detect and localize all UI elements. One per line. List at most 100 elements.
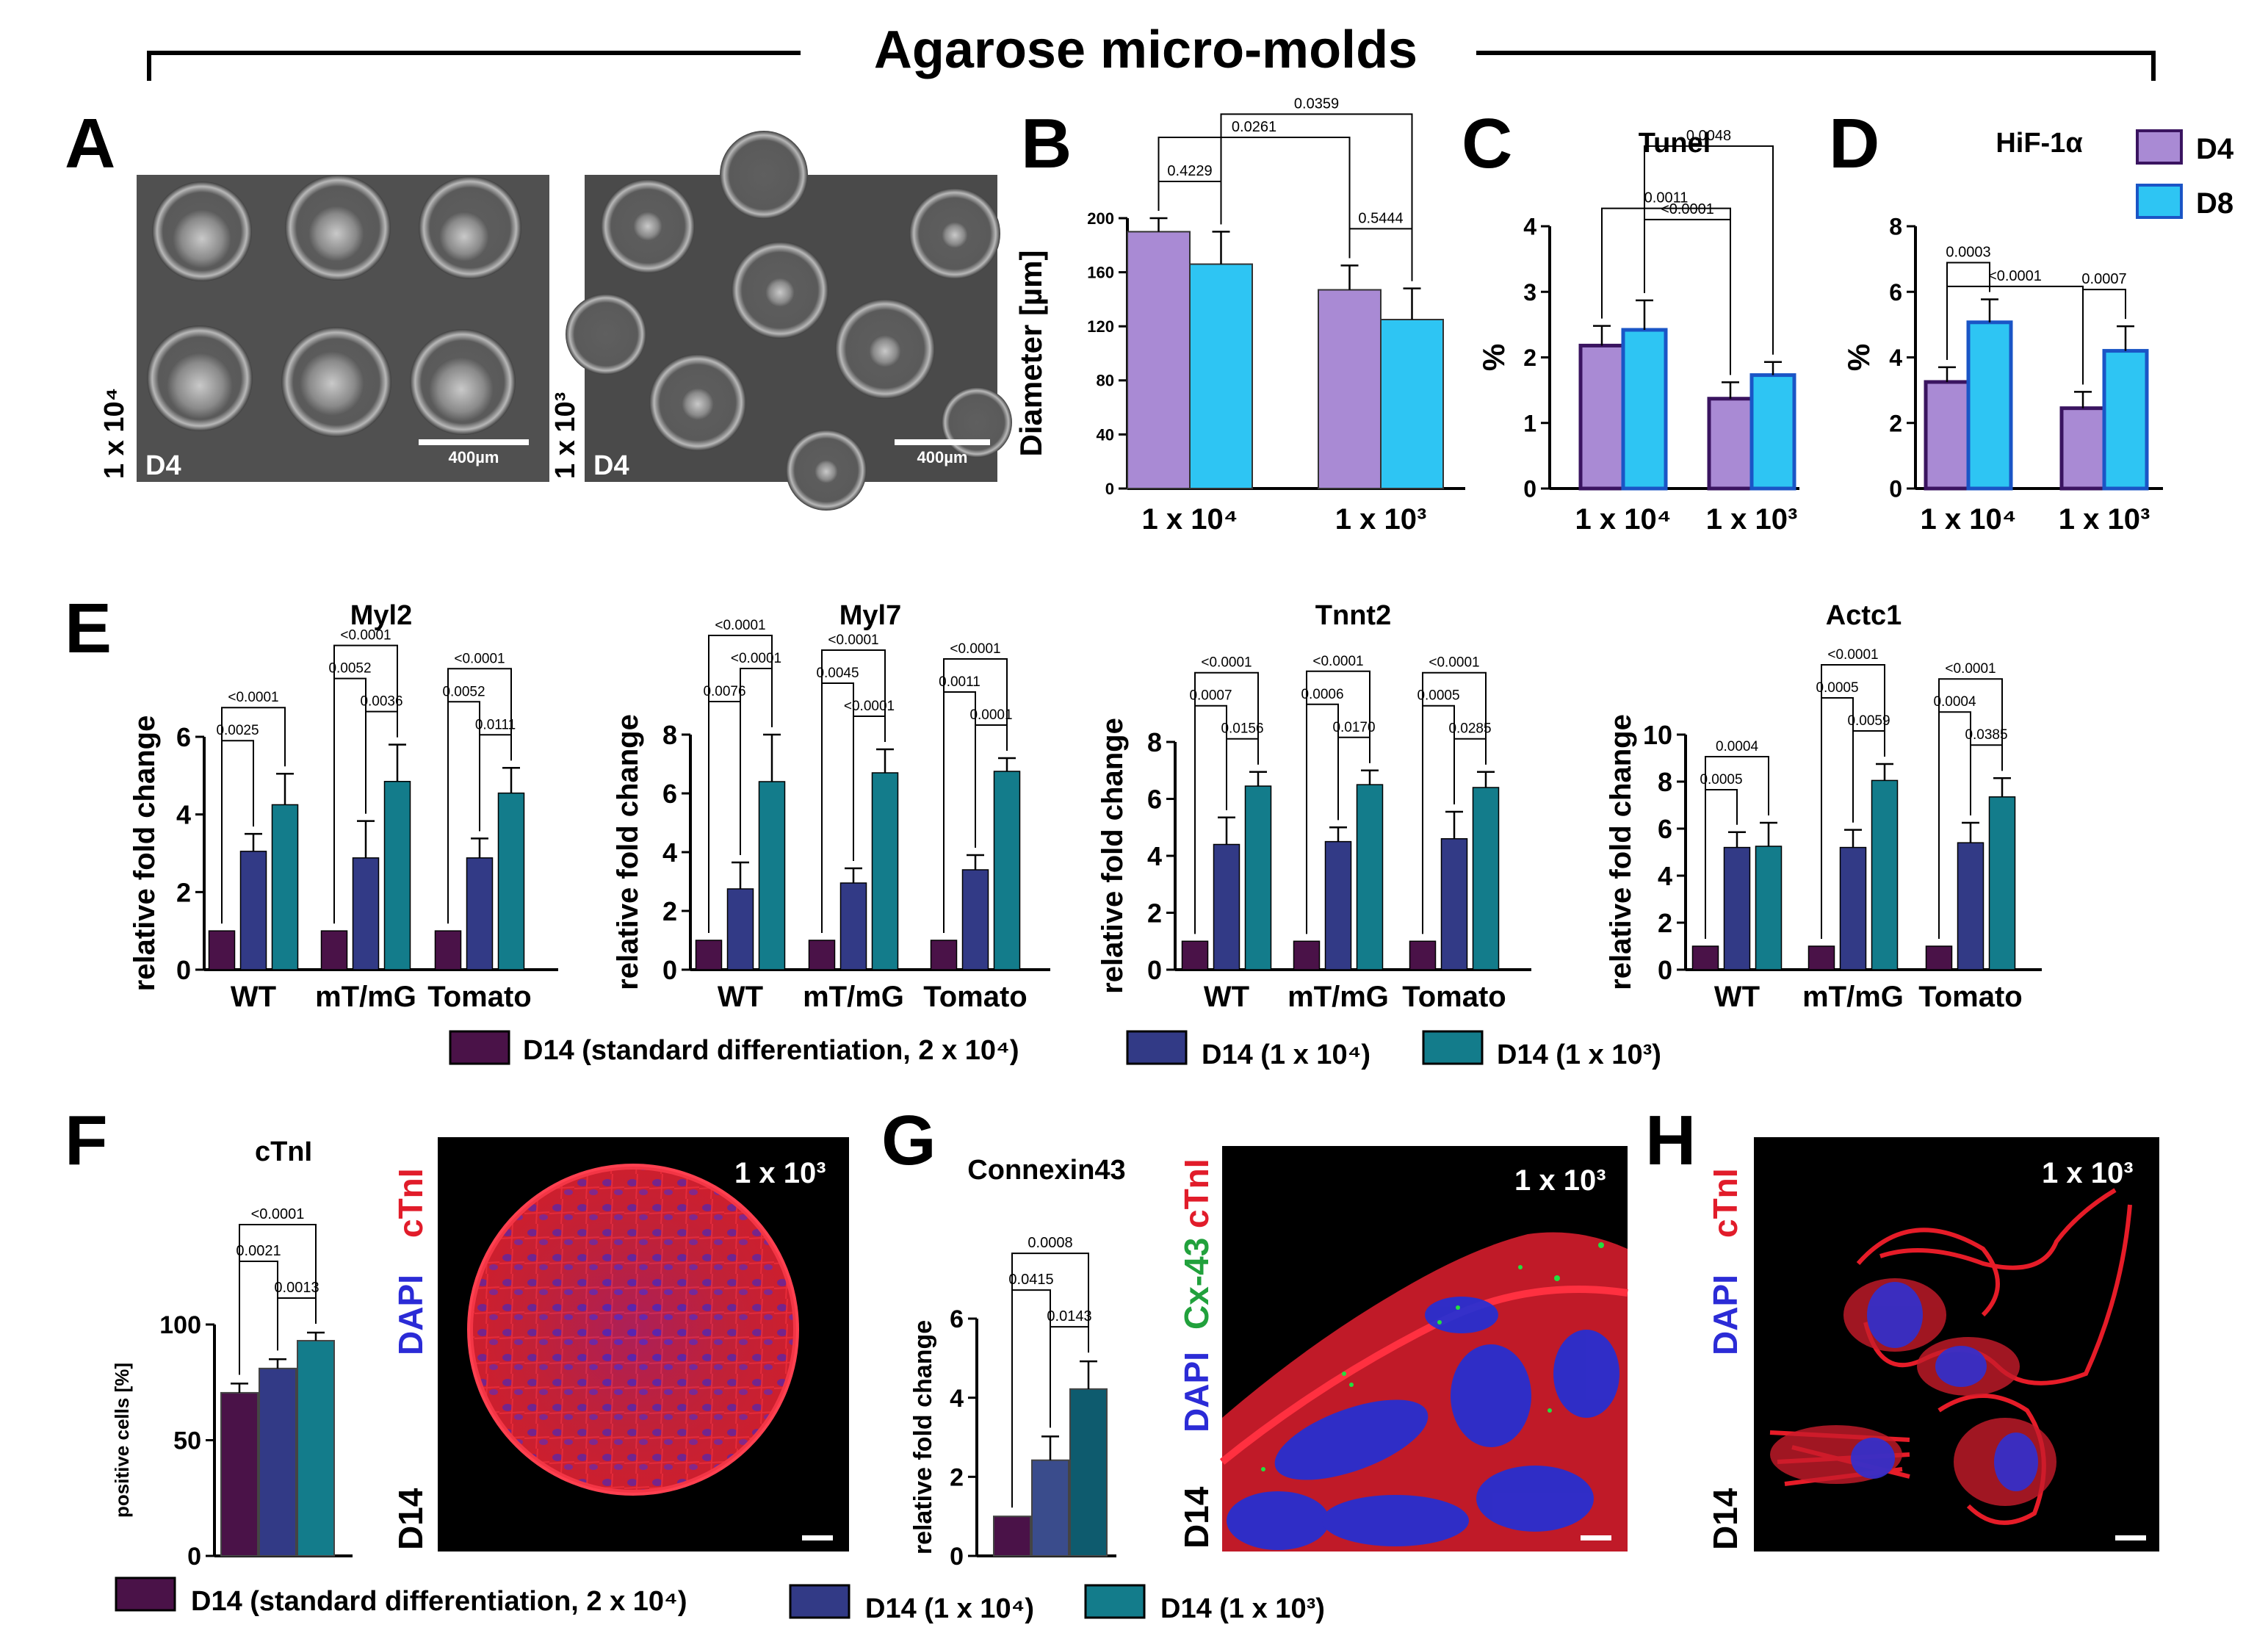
- panel-h-day-label: D14: [1706, 1488, 1744, 1550]
- C-ytick-label: 0: [1523, 476, 1536, 502]
- Myl7-bar-1-0: [808, 940, 836, 970]
- C-title: Tunel: [1639, 128, 1711, 159]
- Actc1-category-label: Tomato: [1918, 981, 2022, 1013]
- Tnnt2-sig-label: <0.0001: [1429, 655, 1479, 671]
- B-category-label: 1 x 10⁴: [1142, 503, 1238, 536]
- B-bar-1-1: [1380, 319, 1444, 489]
- Actc1-category-label: WT: [1714, 981, 1760, 1013]
- Myl2-sig-label: 0.0025: [216, 723, 259, 738]
- Tnnt2-category-label: Tomato: [1402, 981, 1506, 1013]
- C-sig-bracket: [1644, 145, 1774, 355]
- D-ytick-label: 0: [1889, 476, 1902, 502]
- legend-label-d8: D8: [2196, 187, 2233, 220]
- Myl2-sig-bracket: [221, 707, 286, 924]
- legend-swatch-d4: [2136, 129, 2183, 165]
- C-category-label: 1 x 10³: [1706, 503, 1798, 536]
- panel-a-density-label-1e4: 1 x 10⁴: [99, 388, 130, 479]
- Myl2-sig-label: 0.0036: [360, 694, 402, 710]
- Tnnt2-ytick-label: 6: [1147, 784, 1162, 814]
- Myl7-category-label: WT: [718, 981, 763, 1013]
- Actc1-ytick-label: 0: [1658, 955, 1672, 985]
- panel-letter-c: C: [1462, 104, 1512, 183]
- legend-bcd: D4 D8: [2136, 129, 2234, 220]
- C-ytick-label: 3: [1523, 279, 1536, 306]
- Myl7-ylabel: relative fold change: [612, 714, 644, 990]
- Myl7-ytick-label: 8: [662, 720, 677, 750]
- Actc1-ytick-label: 8: [1658, 767, 1672, 797]
- panel-letter-h: H: [1645, 1101, 1696, 1180]
- Tnnt2-sig-label: 0.0285: [1448, 721, 1491, 737]
- G-ylabel: relative fold change: [909, 1320, 937, 1554]
- Actc1-sig-label: <0.0001: [1827, 647, 1878, 663]
- F-bar-0: [220, 1391, 259, 1557]
- legend-fg-swatch-1e3: [1084, 1584, 1146, 1619]
- legend-swatch-1e3: [1422, 1030, 1484, 1065]
- B-bar-0-0: [1127, 231, 1191, 489]
- Tnnt2-sig-label: 0.0007: [1189, 688, 1232, 704]
- panel-g-ctni-label: cTnI: [1177, 1158, 1216, 1228]
- panel-g-cx43-label: Cx-43: [1177, 1238, 1216, 1330]
- Myl2-bar-0-1: [239, 851, 267, 970]
- C-bar-1-0: [1707, 397, 1754, 491]
- Tnnt2-ytick-label: 0: [1147, 955, 1162, 985]
- B-sig-label: 0.0359: [1294, 95, 1339, 112]
- Actc1-sig-label: 0.0385: [1965, 727, 2007, 743]
- Actc1-sig-label: <0.0001: [1945, 661, 1996, 677]
- Actc1-sig-bracket: [1938, 678, 2003, 939]
- B-sig-bracket: [1220, 113, 1413, 281]
- Actc1-bar-2-1: [1957, 842, 1984, 970]
- Myl7-sig-label: <0.0001: [731, 651, 781, 666]
- panel-a-day-label-1e4: D4: [145, 450, 181, 481]
- Tnnt2-category-label: mT/mG: [1288, 981, 1389, 1013]
- Actc1-bar-0-2: [1755, 846, 1783, 970]
- Myl2-sig-label: <0.0001: [228, 690, 278, 705]
- Myl7-ytick-label: 2: [662, 896, 677, 926]
- Myl2-bar-0-2: [271, 804, 299, 970]
- Tnnt2-ylabel: relative fold change: [1097, 718, 1129, 994]
- Myl7-bar-2-1: [961, 869, 989, 970]
- C-sig-label: 0.0011: [1644, 190, 1689, 206]
- Myl7-sig-bracket: [943, 658, 1008, 933]
- Tnnt2-sig-bracket: [1306, 670, 1370, 934]
- Actc1-ytick-label: 4: [1658, 861, 1672, 891]
- Myl7-sig-label: <0.0001: [844, 699, 895, 714]
- Myl7-bar-1-1: [839, 882, 867, 970]
- panel-a-image-1e3: 400µm D4: [566, 131, 1012, 511]
- Myl2-ytick-label: 6: [176, 722, 191, 752]
- panel-letter-e: E: [65, 589, 112, 668]
- Actc1-category-label: mT/mG: [1802, 981, 1904, 1013]
- B-sig-label: 0.4229: [1167, 163, 1212, 179]
- Tnnt2-bar-0-2: [1244, 785, 1272, 970]
- Myl7-ytick-label: 6: [662, 779, 677, 809]
- C-bar-0-1: [1621, 328, 1668, 491]
- legend-fg-swatch-1e4: [789, 1584, 850, 1619]
- F-sig-label: 0.0013: [274, 1280, 319, 1296]
- B-bar-1-0: [1318, 289, 1382, 489]
- Myl2-sig-label: 0.0052: [442, 684, 485, 699]
- Tnnt2-sig-label: 0.0156: [1221, 721, 1263, 737]
- Myl2-title: Myl2: [350, 600, 412, 631]
- Myl7-bar-0-1: [726, 888, 754, 970]
- panel-letter-b: B: [1021, 104, 1072, 183]
- Tnnt2-sig-label: <0.0001: [1201, 655, 1252, 671]
- Myl7-bar-2-0: [930, 940, 958, 970]
- Myl2-sig-label: <0.0001: [454, 651, 505, 666]
- G-bar-1: [1031, 1459, 1069, 1557]
- D-sig-label: 0.0003: [1946, 245, 1990, 261]
- panel-a-scale-label-1e3: 400µm: [917, 448, 968, 466]
- panel-a-image-1e4: 400µm D4: [137, 175, 549, 482]
- Tnnt2-category-label: WT: [1204, 981, 1249, 1013]
- B-ylabel: Diameter [µm]: [1014, 251, 1048, 457]
- panel-a-scale-label-1e4: 400µm: [449, 448, 499, 466]
- legend-fg-label-1e3: D14 (1 x 10³): [1160, 1593, 1325, 1624]
- Myl7-sig-bracket: [708, 635, 773, 933]
- B-sig-bracket: [1158, 137, 1351, 259]
- D-sig-label: <0.0001: [1988, 268, 2042, 284]
- Tnnt2-bar-1-2: [1356, 784, 1384, 970]
- D-bar-1-0: [2059, 406, 2106, 491]
- F-sig-bracket: [239, 1261, 278, 1375]
- G-title: Connexin43: [967, 1155, 1125, 1186]
- D-ylabel: %: [1841, 344, 1876, 371]
- legend-fg-label-std: D14 (standard differentiation, 2 x 10⁴): [191, 1586, 687, 1617]
